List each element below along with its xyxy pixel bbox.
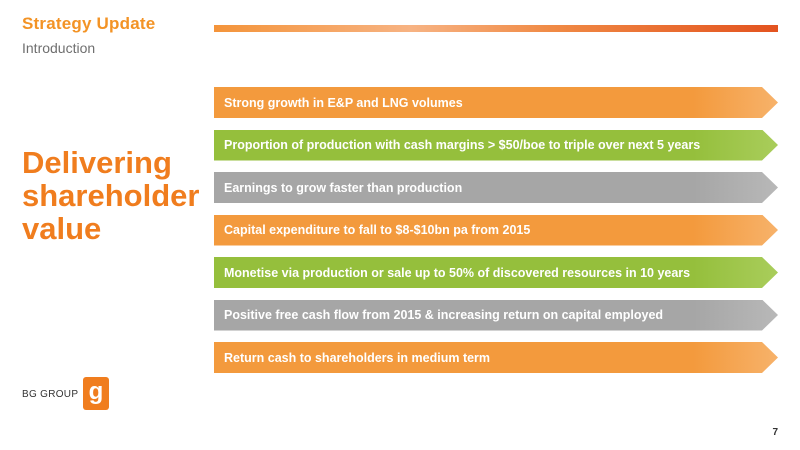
bullet-text: Strong growth in E&P and LNG volumes bbox=[224, 95, 463, 110]
slide-title: Strategy Update bbox=[22, 14, 156, 33]
headline-line-1: Delivering bbox=[22, 145, 172, 180]
bullet-arrow-4: Capital expenditure to fall to $8-$10bn … bbox=[214, 215, 778, 246]
headline-line-3: value bbox=[22, 211, 102, 246]
bullet-arrow-1: Strong growth in E&P and LNG volumes bbox=[214, 87, 778, 118]
bullet-text: Proportion of production with cash margi… bbox=[224, 138, 701, 152]
bullet-text: Monetise via production or sale up to 50… bbox=[224, 265, 691, 280]
company-logo-text: BG GROUP bbox=[22, 389, 79, 400]
bullet-list: Strong growth in E&P and LNG volumes Pro… bbox=[214, 87, 778, 385]
bullet-arrow-2: Proportion of production with cash margi… bbox=[214, 130, 778, 161]
bullet-arrow-3: Earnings to grow faster than production bbox=[214, 172, 778, 203]
bullet-text: Earnings to grow faster than production bbox=[224, 180, 463, 195]
bullet-text: Positive free cash flow from 2015 & incr… bbox=[224, 308, 664, 322]
header-accent-bar bbox=[214, 25, 778, 32]
bullet-text: Capital expenditure to fall to $8-$10bn … bbox=[224, 223, 531, 237]
slide-subtitle: Introduction bbox=[22, 40, 96, 56]
bullet-arrow-7: Return cash to shareholders in medium te… bbox=[214, 342, 778, 373]
bullet-arrow-6: Positive free cash flow from 2015 & incr… bbox=[214, 300, 778, 331]
page-number: 7 bbox=[772, 427, 778, 438]
headline-line-2: shareholder bbox=[22, 178, 200, 213]
bullet-arrow-5: Monetise via production or sale up to 50… bbox=[214, 257, 778, 288]
bullet-text: Return cash to shareholders in medium te… bbox=[224, 350, 491, 365]
company-logo-icon: g bbox=[83, 377, 109, 410]
headline: Delivering shareholder value bbox=[22, 146, 207, 245]
